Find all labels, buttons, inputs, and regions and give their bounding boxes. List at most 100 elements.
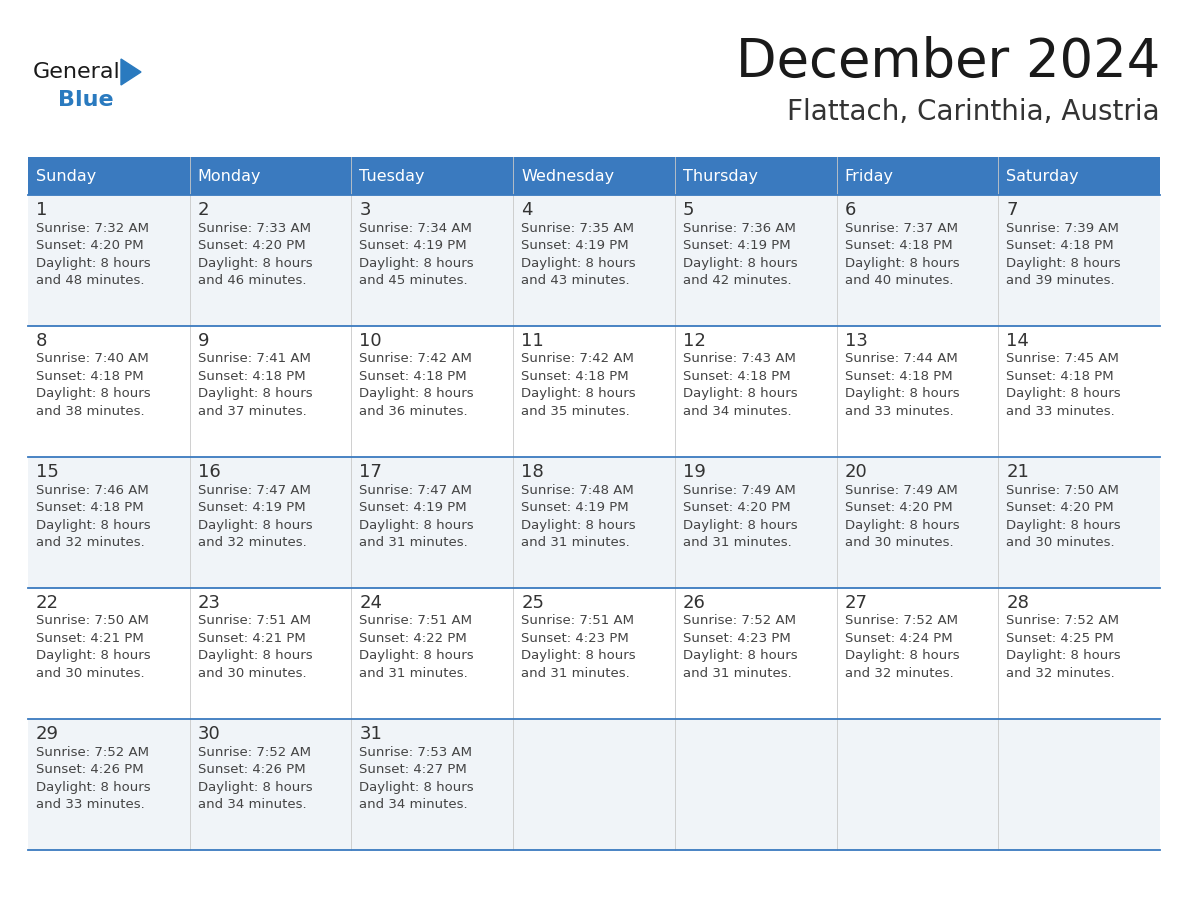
Text: Sunset: 4:25 PM: Sunset: 4:25 PM: [1006, 632, 1114, 645]
Text: Daylight: 8 hours: Daylight: 8 hours: [360, 387, 474, 400]
Text: Sunset: 4:23 PM: Sunset: 4:23 PM: [683, 632, 790, 645]
Text: Sunset: 4:24 PM: Sunset: 4:24 PM: [845, 632, 953, 645]
Text: Sunrise: 7:50 AM: Sunrise: 7:50 AM: [1006, 484, 1119, 497]
Text: Sunset: 4:20 PM: Sunset: 4:20 PM: [36, 239, 144, 252]
Text: 23: 23: [197, 594, 221, 612]
Text: Daylight: 8 hours: Daylight: 8 hours: [360, 650, 474, 663]
Text: General: General: [33, 62, 121, 82]
Text: and 46 minutes.: and 46 minutes.: [197, 274, 307, 287]
Text: Sunset: 4:19 PM: Sunset: 4:19 PM: [197, 501, 305, 514]
Text: Daylight: 8 hours: Daylight: 8 hours: [197, 519, 312, 532]
Text: Sunset: 4:20 PM: Sunset: 4:20 PM: [845, 501, 953, 514]
Text: Sunrise: 7:32 AM: Sunrise: 7:32 AM: [36, 221, 148, 234]
Text: Sunset: 4:20 PM: Sunset: 4:20 PM: [1006, 501, 1114, 514]
Text: Daylight: 8 hours: Daylight: 8 hours: [360, 519, 474, 532]
Text: 16: 16: [197, 463, 221, 481]
Text: Sunrise: 7:50 AM: Sunrise: 7:50 AM: [36, 614, 148, 628]
Text: Sunset: 4:19 PM: Sunset: 4:19 PM: [522, 239, 628, 252]
Text: 28: 28: [1006, 594, 1029, 612]
Text: 8: 8: [36, 332, 48, 350]
Text: Sunset: 4:23 PM: Sunset: 4:23 PM: [522, 632, 628, 645]
Text: Sunrise: 7:44 AM: Sunrise: 7:44 AM: [845, 353, 958, 365]
Text: and 30 minutes.: and 30 minutes.: [197, 667, 307, 680]
Text: Sunrise: 7:36 AM: Sunrise: 7:36 AM: [683, 221, 796, 234]
Text: 17: 17: [360, 463, 383, 481]
Text: 3: 3: [360, 201, 371, 219]
Bar: [29, 719, 1159, 850]
Text: 2: 2: [197, 201, 209, 219]
Text: Sunset: 4:27 PM: Sunset: 4:27 PM: [360, 763, 467, 776]
Text: and 37 minutes.: and 37 minutes.: [197, 405, 307, 418]
Text: Sunset: 4:26 PM: Sunset: 4:26 PM: [197, 763, 305, 776]
Text: Daylight: 8 hours: Daylight: 8 hours: [36, 387, 151, 400]
Text: Sunset: 4:18 PM: Sunset: 4:18 PM: [36, 501, 144, 514]
Text: Sunset: 4:18 PM: Sunset: 4:18 PM: [360, 370, 467, 383]
Text: Daylight: 8 hours: Daylight: 8 hours: [197, 780, 312, 793]
Text: Sunrise: 7:42 AM: Sunrise: 7:42 AM: [522, 353, 634, 365]
Bar: [29, 195, 1159, 326]
Text: Tuesday: Tuesday: [360, 169, 425, 184]
Text: Sunset: 4:18 PM: Sunset: 4:18 PM: [36, 370, 144, 383]
Text: and 31 minutes.: and 31 minutes.: [360, 536, 468, 549]
Text: Wednesday: Wednesday: [522, 169, 614, 184]
Bar: [29, 326, 1159, 457]
Text: Daylight: 8 hours: Daylight: 8 hours: [845, 387, 959, 400]
Text: Sunrise: 7:51 AM: Sunrise: 7:51 AM: [522, 614, 634, 628]
Text: Daylight: 8 hours: Daylight: 8 hours: [845, 519, 959, 532]
Text: 31: 31: [360, 725, 383, 743]
Text: 18: 18: [522, 463, 544, 481]
Text: and 33 minutes.: and 33 minutes.: [845, 405, 953, 418]
Text: Sunrise: 7:43 AM: Sunrise: 7:43 AM: [683, 353, 796, 365]
Text: Daylight: 8 hours: Daylight: 8 hours: [683, 387, 797, 400]
Text: and 39 minutes.: and 39 minutes.: [1006, 274, 1114, 287]
Text: Sunrise: 7:49 AM: Sunrise: 7:49 AM: [845, 484, 958, 497]
Text: 27: 27: [845, 594, 867, 612]
Text: Daylight: 8 hours: Daylight: 8 hours: [522, 519, 636, 532]
Text: Sunset: 4:19 PM: Sunset: 4:19 PM: [683, 239, 790, 252]
Text: Saturday: Saturday: [1006, 169, 1079, 184]
Text: 24: 24: [360, 594, 383, 612]
Text: 5: 5: [683, 201, 694, 219]
Text: Monday: Monday: [197, 169, 261, 184]
Text: Daylight: 8 hours: Daylight: 8 hours: [36, 519, 151, 532]
Text: 20: 20: [845, 463, 867, 481]
Text: Sunrise: 7:39 AM: Sunrise: 7:39 AM: [1006, 221, 1119, 234]
Text: 14: 14: [1006, 332, 1029, 350]
Text: Sunset: 4:18 PM: Sunset: 4:18 PM: [197, 370, 305, 383]
Text: Daylight: 8 hours: Daylight: 8 hours: [360, 780, 474, 793]
Text: 30: 30: [197, 725, 221, 743]
Text: 25: 25: [522, 594, 544, 612]
Text: 21: 21: [1006, 463, 1029, 481]
Text: Sunset: 4:18 PM: Sunset: 4:18 PM: [1006, 370, 1114, 383]
Text: Flattach, Carinthia, Austria: Flattach, Carinthia, Austria: [788, 98, 1159, 126]
Text: 22: 22: [36, 594, 59, 612]
Text: Sunrise: 7:40 AM: Sunrise: 7:40 AM: [36, 353, 148, 365]
Text: December 2024: December 2024: [735, 36, 1159, 88]
Text: and 32 minutes.: and 32 minutes.: [1006, 667, 1116, 680]
Text: Daylight: 8 hours: Daylight: 8 hours: [845, 256, 959, 270]
Text: Sunrise: 7:52 AM: Sunrise: 7:52 AM: [1006, 614, 1119, 628]
Text: Daylight: 8 hours: Daylight: 8 hours: [360, 256, 474, 270]
Text: Sunrise: 7:51 AM: Sunrise: 7:51 AM: [360, 614, 473, 628]
Polygon shape: [121, 59, 141, 85]
Text: and 31 minutes.: and 31 minutes.: [683, 536, 791, 549]
Text: Sunrise: 7:46 AM: Sunrise: 7:46 AM: [36, 484, 148, 497]
Text: and 34 minutes.: and 34 minutes.: [197, 798, 307, 811]
Text: Sunrise: 7:53 AM: Sunrise: 7:53 AM: [360, 745, 473, 758]
Text: and 40 minutes.: and 40 minutes.: [845, 274, 953, 287]
Text: and 38 minutes.: and 38 minutes.: [36, 405, 145, 418]
Text: Sunrise: 7:35 AM: Sunrise: 7:35 AM: [522, 221, 634, 234]
Text: and 30 minutes.: and 30 minutes.: [36, 667, 145, 680]
Text: Daylight: 8 hours: Daylight: 8 hours: [522, 387, 636, 400]
Text: Sunday: Sunday: [36, 169, 96, 184]
Text: 26: 26: [683, 594, 706, 612]
Text: 4: 4: [522, 201, 532, 219]
Text: Daylight: 8 hours: Daylight: 8 hours: [36, 256, 151, 270]
Text: Sunrise: 7:41 AM: Sunrise: 7:41 AM: [197, 353, 310, 365]
Text: Sunrise: 7:52 AM: Sunrise: 7:52 AM: [845, 614, 958, 628]
Text: and 33 minutes.: and 33 minutes.: [36, 798, 145, 811]
Text: and 32 minutes.: and 32 minutes.: [36, 536, 145, 549]
Text: Sunset: 4:19 PM: Sunset: 4:19 PM: [360, 501, 467, 514]
Text: 11: 11: [522, 332, 544, 350]
Text: and 31 minutes.: and 31 minutes.: [522, 667, 630, 680]
